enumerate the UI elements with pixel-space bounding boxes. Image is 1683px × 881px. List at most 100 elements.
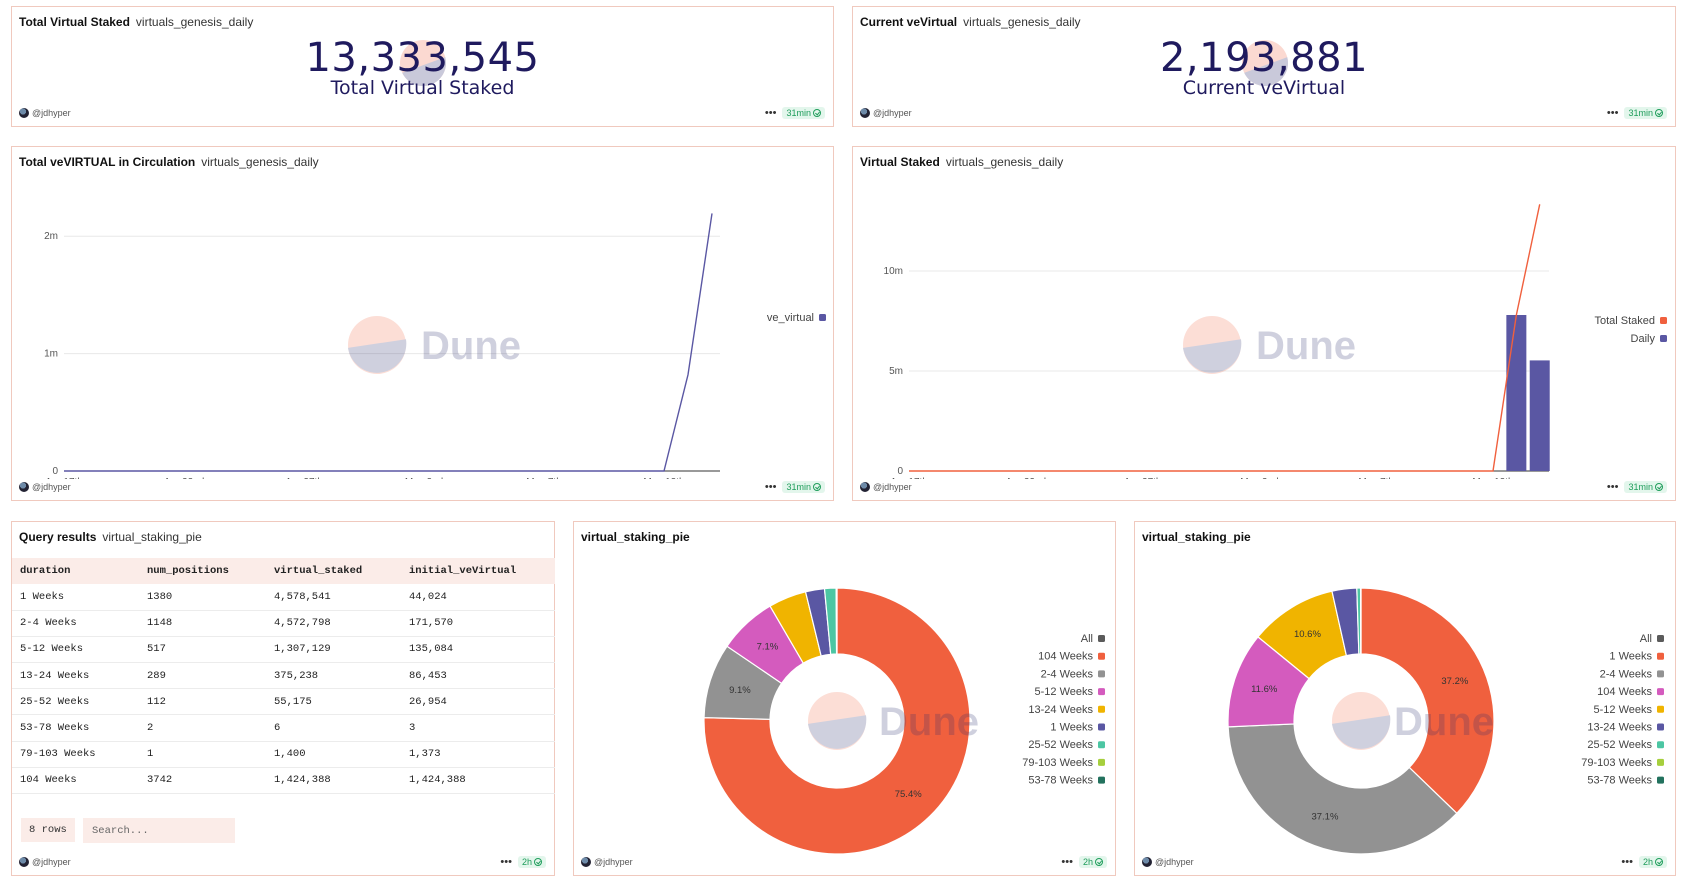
table-row[interactable]: 5-12 Weeks 517 1,307,129 135,084 (12, 636, 555, 664)
legend-label: ve_virtual (767, 312, 814, 324)
dune-logo-watermark (400, 40, 446, 86)
query-results-card: Query results virtual_staking_pie duratio… (11, 521, 555, 876)
column-header[interactable]: num_positions (147, 565, 229, 577)
table-cell-virtual_staked: 4,578,541 (266, 584, 401, 611)
line-ve_virtual (64, 213, 713, 472)
legend-label: 104 Weeks (1597, 686, 1652, 698)
avatar (860, 482, 870, 492)
more-options-icon[interactable]: ••• (1606, 480, 1619, 493)
freshness-badge[interactable]: 31min (782, 107, 825, 119)
avatar (19, 482, 29, 492)
card-title-text: virtual_staking_pie (581, 530, 690, 544)
pie-data-label: 9.1% (729, 685, 751, 696)
table-cell-initial_veVirtual: 86,453 (401, 662, 555, 690)
table-row[interactable]: 2-4 Weeks 1148 4,572,798 171,570 (12, 610, 555, 637)
card-title: virtual_staking_pie (1142, 530, 1251, 544)
card-query-link[interactable]: virtuals_genesis_daily (135, 15, 254, 29)
virtual-staked-combo-chart[interactable]: 0 5m 10m Apr 17th Apr 22nd Apr 27th May 2nd May… (853, 169, 1677, 479)
legend-label: 79-103 Weeks (1581, 757, 1652, 769)
legend-swatch (1098, 758, 1105, 766)
x-tick-label: Apr 27th (1124, 477, 1162, 479)
author[interactable]: @jdhyper (860, 108, 912, 118)
freshness-badge[interactable]: 31min (1624, 481, 1667, 493)
card-footer-actions: ••• 2h (1061, 856, 1107, 868)
freshness-badge[interactable]: 31min (782, 481, 825, 493)
x-tick-label: Apr 17th (45, 477, 83, 479)
y-tick-label: 1m (44, 349, 58, 360)
pie-data-label: 37.1% (1311, 811, 1338, 822)
check-circle-icon (1655, 109, 1663, 117)
more-options-icon[interactable]: ••• (1606, 106, 1619, 119)
table-cell-duration: 25-52 Weeks (12, 688, 139, 716)
more-options-icon[interactable]: ••• (764, 480, 777, 493)
x-tick-label: May 7th (1358, 477, 1394, 479)
card-query-link[interactable]: virtuals_genesis_daily (945, 155, 1064, 169)
legend-swatch (1657, 723, 1664, 731)
table-row[interactable]: 1 Weeks 1380 4,578,541 44,024 (12, 584, 555, 611)
y-tick-label: 0 (897, 466, 903, 477)
column-header[interactable]: initial_veVirtual (409, 565, 517, 577)
card-title-text: Current veVirtual (860, 15, 958, 29)
row-count-badge: 8 rows (21, 818, 75, 842)
author[interactable]: @jdhyper (19, 108, 71, 118)
table-row[interactable]: 25-52 Weeks 112 55,175 26,954 (12, 688, 555, 716)
card-query-link[interactable]: virtual_staking_pie (102, 530, 202, 544)
freshness-badge[interactable]: 2h (1078, 856, 1107, 868)
more-options-icon[interactable]: ••• (764, 106, 777, 119)
card-query-link[interactable]: virtuals_genesis_daily (963, 15, 1081, 29)
table-row[interactable]: 53-78 Weeks 2 6 3 (12, 714, 555, 742)
legend-label: 2-4 Weeks (1600, 668, 1653, 680)
author[interactable]: @jdhyper (581, 857, 633, 867)
watermark-shade (808, 715, 867, 749)
watermark-shade (348, 339, 407, 373)
legend-swatch (1657, 776, 1664, 784)
card-footer-actions: ••• 31min (1607, 481, 1667, 493)
legend-swatch (1098, 635, 1105, 642)
table-cell-num_positions: 289 (139, 662, 266, 690)
column-header[interactable]: virtual_staked (274, 565, 363, 577)
legend-label: 13-24 Weeks (1587, 722, 1652, 734)
column-header[interactable]: duration (20, 565, 71, 577)
card-title: Total Virtual Staked virtuals_genesis_dai… (19, 15, 253, 29)
avatar (1142, 857, 1152, 867)
card-query-link[interactable]: virtuals_genesis_daily (201, 155, 319, 169)
check-circle-icon (1655, 483, 1663, 491)
table-row[interactable]: 13-24 Weeks 289 375,238 86,453 (12, 662, 555, 690)
author[interactable]: @jdhyper (1142, 857, 1194, 867)
x-tick-label: May 7th (526, 477, 562, 479)
freshness-badge[interactable]: 2h (517, 856, 546, 868)
watermark-text: Dune (1394, 700, 1494, 744)
author[interactable]: @jdhyper (19, 857, 71, 867)
legend-swatch (1098, 776, 1105, 784)
table-cell-duration: 53-78 Weeks (12, 714, 139, 742)
table-cell-virtual_staked: 1,424,388 (266, 767, 401, 795)
freshness-badge[interactable]: 2h (1638, 856, 1667, 868)
more-options-icon[interactable]: ••• (1621, 855, 1633, 868)
avatar (19, 108, 29, 118)
ve-circulation-line-chart[interactable]: 0 1m 2m Apr 17th Apr 22nd Apr 27th May 2nd May … (12, 169, 835, 479)
watermark-text: Dune (1256, 324, 1356, 368)
legend-label: 5-12 Weeks (1594, 704, 1653, 716)
table-row[interactable]: 104 Weeks 3742 1,424,388 1,424,388 (12, 767, 555, 795)
pie-slice-2-4-weeks (1227, 723, 1458, 854)
more-options-icon[interactable]: ••• (1061, 855, 1073, 868)
author-name: @jdhyper (32, 857, 71, 867)
legend-swatch (1098, 723, 1105, 731)
more-options-icon[interactable]: ••• (500, 855, 512, 868)
staking-donut-chart-1[interactable]: 75.4% 9.1% 7.1% Dune All 104 Weeks 2-4 Weeks 5-… (574, 544, 1117, 854)
staking-donut-chart-2[interactable]: 37.2% 37.1% 11.6% 10.6% Dune All 1 Weeks 2-4 We… (1135, 544, 1677, 854)
author[interactable]: @jdhyper (19, 482, 71, 492)
freshness-badge[interactable]: 31min (1624, 107, 1667, 119)
author[interactable]: @jdhyper (860, 482, 912, 492)
table-cell-virtual_staked: 4,572,798 (266, 610, 401, 637)
avatar (581, 857, 591, 867)
table-cell-num_positions: 2 (139, 714, 266, 742)
dune-logo-watermark: Dune (348, 316, 521, 374)
counter-label: Current veVirtual (1182, 77, 1346, 99)
author-name: @jdhyper (594, 857, 633, 867)
freshness-text: 2h (1642, 857, 1653, 867)
table-search-input[interactable] (83, 818, 235, 843)
pie-data-label: 10.6% (1294, 629, 1321, 640)
counter-label: Total Virtual Staked (330, 77, 515, 99)
table-row[interactable]: 79-103 Weeks 1 1,400 1,373 (12, 741, 555, 768)
